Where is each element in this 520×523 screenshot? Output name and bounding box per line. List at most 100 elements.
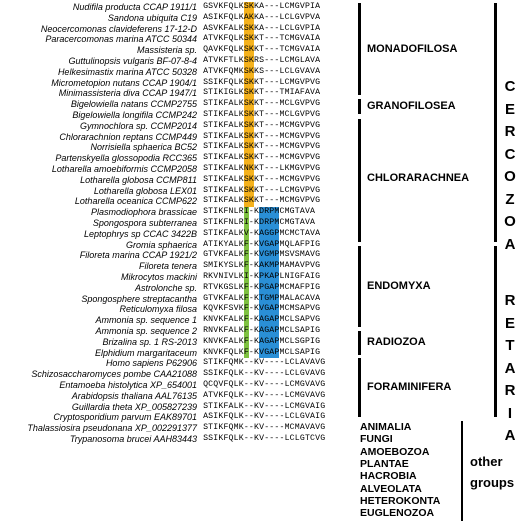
- other-group-label: ANIMALIA: [360, 421, 412, 433]
- other-groups-line1: other: [470, 454, 503, 469]
- sequence: SMIKYSLKF-KAKMPMAMAVPVG: [203, 261, 321, 272]
- sequence: ASVKFALKSKKA---LCLGVPIA: [203, 23, 321, 35]
- other-group-label: FUNGI: [360, 433, 393, 446]
- species-name: Massisteria sp.: [136, 45, 197, 56]
- cercozoa-letter: R: [504, 123, 516, 140]
- sequence: KNVKFALKF-KAGAPMCLSGPIG: [203, 336, 321, 348]
- species-name: Brizalina sp. 1 RS-2013: [102, 336, 197, 347]
- group-label-chlorarachnea: CHLORARACHNEA: [367, 172, 470, 184]
- sequence: SSIKFQLK--KV----LCLGTCVG: [203, 434, 326, 443]
- alignment-row: Lotharella globosa CCMP811 STIKFALKSKKT--…: [0, 174, 520, 186]
- species-name: Homo sapiens P62906: [105, 358, 197, 369]
- cercozoa-letter: O: [504, 168, 516, 185]
- species-name: Minimassisteria diva CCAP 1947/1: [58, 88, 197, 99]
- alignment-row: Mikrocytos mackini RKVNIVLKI-KPKAPLNIGFAI…: [0, 272, 520, 283]
- alignment-row: Gromia sphaerica ATIKYALKF-KVGAPMQLAFPIG: [0, 239, 520, 251]
- group-label-foraminifera: FORAMINIFERA: [367, 381, 452, 393]
- species-name: Guttulinopsis vulgaris BF-07-8-4: [68, 56, 197, 66]
- alignment-row: Trypanosoma brucei AAH83443 SSIKFQLK--KV-…: [0, 434, 520, 445]
- species-name: Thalassiosira pseudonana XP_002291377: [27, 423, 197, 434]
- sequence: GTVKFALKF-KVGMPMSVSMAVG: [203, 250, 321, 262]
- retaria-letter: R: [504, 292, 516, 309]
- species-name: Micrometopion nutans CCAP 1904/1: [51, 77, 197, 88]
- sequence: QCQVFQLK--KV----LCMGVAVG: [203, 380, 326, 389]
- species-name: Plasmodiophora brassicae: [90, 207, 197, 218]
- species-name: Spongospora subterranea: [92, 218, 197, 228]
- sequence: QAVKFQLKSKKT---TCMGVAIA: [203, 45, 321, 56]
- sequence: STIKFALKSKKT---LCMGVPVG: [203, 185, 321, 197]
- granofilosea-bracket: [358, 99, 361, 114]
- group-label-radiozoa: RADIOZOA: [367, 336, 426, 348]
- sequence: STIKFALKSKKT---MCMGVPVG: [203, 120, 321, 132]
- alignment-row: Sandona ubiquita C19 ASIKFQLKAKKA---LCLGV…: [0, 12, 520, 24]
- alignment-row: Neocercomonas clavideferens 17-12-D ASVKF…: [0, 23, 520, 35]
- sequence: GTVKFALKF-KTGMPMALACAVA: [203, 293, 321, 305]
- sequence: STIKFALK--KV----LCMGVAIG: [203, 401, 326, 411]
- alignment-row: Schizosaccharomyces pombe CAA21088 SSIKFQ…: [0, 369, 520, 380]
- alignment-row: Lotharella globosa LEX01 STIKFALKSKKT---L…: [0, 185, 520, 197]
- sequence: STIKFNLRI-KDRPMCMGTAVA: [203, 218, 315, 229]
- other-group-label: ALVEOLATA: [360, 482, 422, 495]
- species-name: Arabidopsis thaliana AAL76135: [71, 390, 197, 401]
- alignment-row: Guttulinopsis vulgaris BF-07-8-4 ATVKFTLK…: [0, 56, 520, 67]
- species-name: Filoreta marina CCAP 1921/2: [79, 250, 197, 261]
- alignment-row: Leptophrys sp CCAC 3422B STIKFALKV-KAGGPM…: [0, 228, 520, 240]
- alignment-row: Ammonia sp. sequence 2 RNVKFALKF-KAGAPMCL…: [0, 326, 520, 337]
- sequence: RTVKGSLKF-KPGAPMCMAFPIG: [203, 282, 321, 294]
- alignment-row: Partenskyella glossopodia RCC365 STIKFALK…: [0, 153, 520, 164]
- sequence: RNVKFALKF-KAGAPMCLSAPIG: [203, 326, 321, 337]
- alignment-row: Bigelowiella natans CCMP2755 STIKFALKSKKT…: [0, 99, 520, 110]
- alignment-row: Homo sapiens P62906 STIKFQMK--KV----LCLAV…: [0, 358, 520, 369]
- other-group-label: HACROBIA: [360, 470, 417, 483]
- sequence: ASIKFQLKAKKA---LCLGVPVA: [203, 12, 321, 24]
- alignment-row: Cryptosporidium parvum EAK89701 ASIKFQLK-…: [0, 412, 520, 423]
- alignment-row: Nudifila producta CCAP 1911/1 GSVKFQLKSKK…: [0, 2, 520, 13]
- sequence: SSIKFQLKSKKT---LCMGVPVG: [203, 77, 321, 89]
- sequence: STIKFALKSKKT---MCMGVPVG: [203, 196, 321, 208]
- alignment-row: Chlorarachnion reptans CCMP449 STIKFALKSK…: [0, 131, 520, 143]
- species-name: Paracercomonas marina ATCC 50344: [45, 34, 197, 45]
- sequence: STIKFALKSKKT---MCLGVPVG: [203, 99, 321, 110]
- alignment-row: Paracercomonas marina ATCC 50344 ATVKFQLK…: [0, 34, 520, 46]
- alignment-row: Entamoeba histolytica XP_654001 QCQVFQLK-…: [0, 380, 520, 391]
- species-name: Leptophrys sp CCAC 3422B: [83, 228, 197, 239]
- sequence: ATVKFQLK--KV----LCMGVAVG: [203, 390, 326, 400]
- species-name: Ammonia sp. sequence 1: [95, 315, 197, 326]
- species-name: Lotharella oceanica CCMP622: [74, 196, 197, 207]
- monadofilosa-bracket: [358, 3, 361, 95]
- species-name: Spongosphere streptacantha: [81, 293, 197, 304]
- sequence: STIKFQMK--KV----MCMAVAVG: [203, 423, 326, 433]
- species-name: Reticulomyxa filosa: [119, 304, 197, 315]
- species-name: Mikrocytos mackini: [120, 272, 197, 282]
- group-label-endomyxa: ENDOMYXA: [367, 280, 431, 292]
- species-name: Astrolonche sp.: [134, 282, 197, 293]
- alignment-row: Minimassisteria diva CCAP 1947/1 STIKIGLK…: [0, 88, 520, 100]
- cercozoa-letter: O: [504, 213, 516, 230]
- sequence: GSVKFQLKSKKA---LCMGVPIA: [203, 2, 321, 13]
- sequence: ATVKFQLKSKKT---TCMGVAIA: [203, 34, 321, 46]
- sequence: STIKFALKSKKT---MCMGVPVG: [203, 142, 321, 154]
- species-name: Guillardia theta XP_005827239: [71, 401, 197, 412]
- alignment-row: Lotharella oceanica CCMP622 STIKFALKSKKT-…: [0, 196, 520, 208]
- species-name: Lotharella globosa CCMP811: [80, 174, 197, 185]
- species-name: Nudifila producta CCAP 1911/1: [72, 2, 197, 12]
- species-name: Gromia sphaerica: [125, 239, 197, 250]
- alignment-row: Guillardia theta XP_005827239 STIKFALK--K…: [0, 402, 520, 413]
- chlorarachnea-bracket: [358, 119, 361, 242]
- cercozoa-letter: A: [504, 235, 516, 253]
- sequence: STIKFQMK--KV----LCLAVAVG: [203, 358, 326, 368]
- sequence: ASIKFQLK--KV----LCLGVAIG: [203, 412, 326, 422]
- radiozoa-bracket: [358, 331, 361, 355]
- cercozoa-letter: Z: [505, 190, 515, 208]
- other-group-label: AMOEBOZOA: [360, 445, 430, 458]
- retaria-letter: E: [504, 314, 515, 332]
- other-group-label: PLANTAE: [360, 457, 409, 470]
- alignment-row: Filoreta tenera SMIKYSLKF-KAKMPMAMAVPVG: [0, 261, 520, 272]
- retaria-letter: R: [504, 382, 516, 399]
- species-name: Helkesimastix marina ATCC 50328: [57, 66, 197, 77]
- alignment-row: Spongospora subterranea STIKFNLRI-KDRPMCM…: [0, 218, 520, 229]
- sequence: KQVKFSVKF-KVGAPMCMSAPVG: [203, 304, 321, 316]
- species-name: Lotharella amoebiformis CCMP2058: [51, 164, 197, 174]
- retaria-letter: A: [504, 359, 516, 377]
- species-name: Schizosaccharomyces pombe CAA21088: [31, 369, 197, 380]
